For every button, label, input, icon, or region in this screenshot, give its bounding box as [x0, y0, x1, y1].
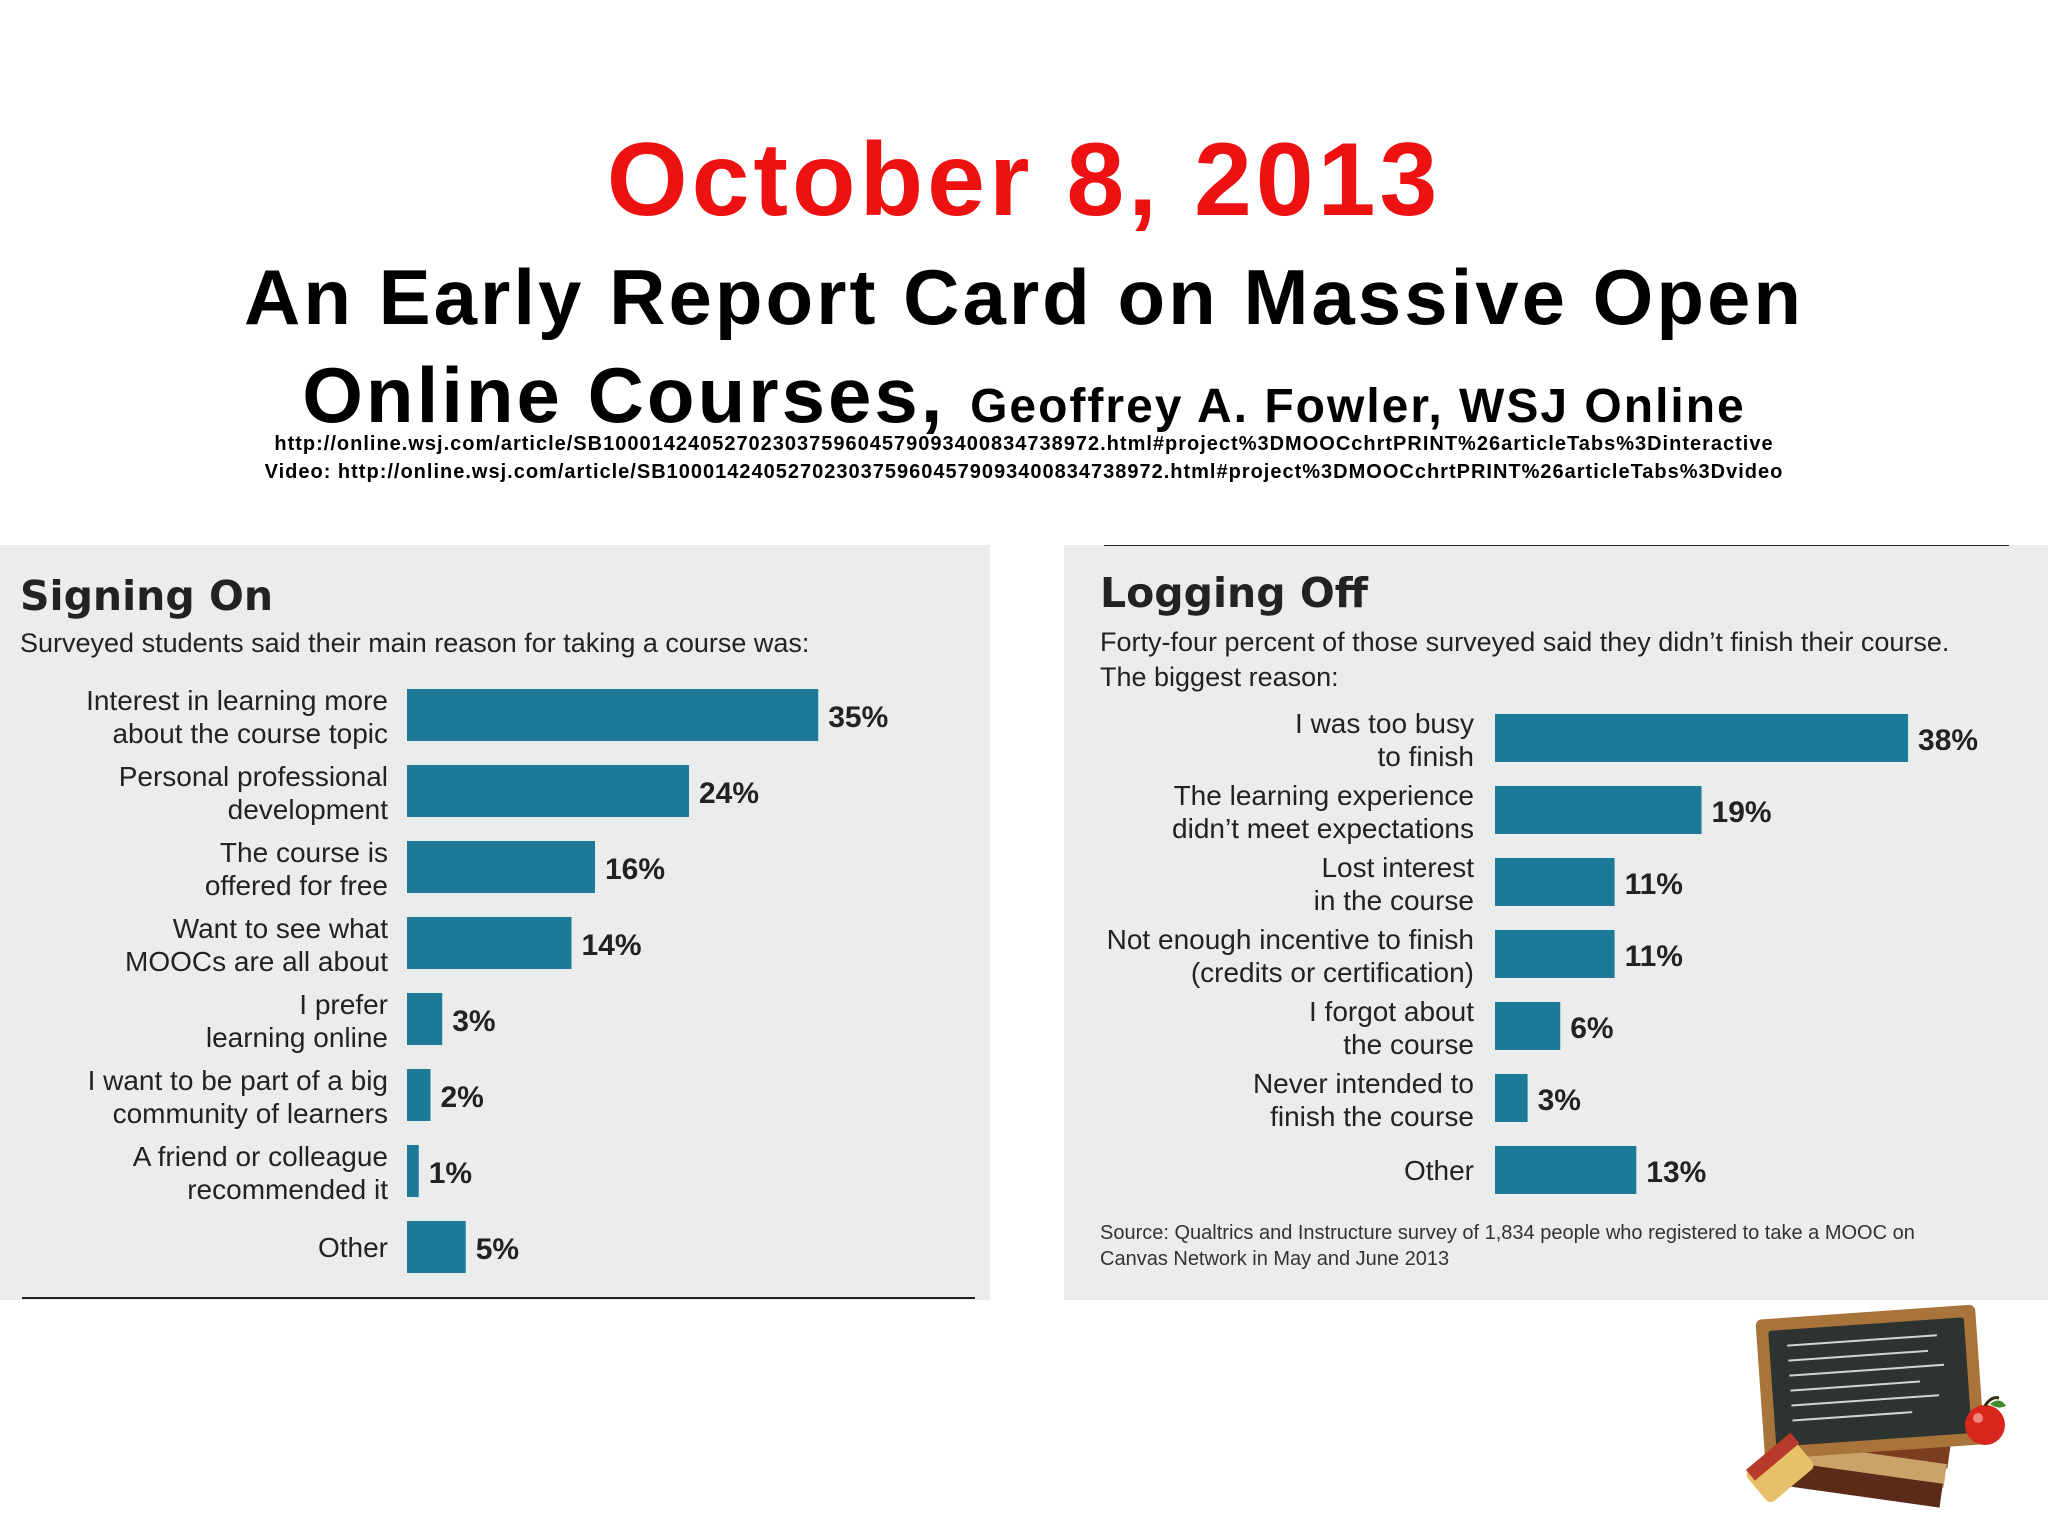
category-label: finish the course [1270, 1101, 1474, 1132]
bar [1495, 786, 1702, 834]
bar [407, 993, 443, 1045]
value-label: 11% [1625, 868, 1683, 901]
signing-on-panel: Signing On Surveyed students said their m… [0, 545, 990, 1300]
category-label: in the course [1314, 885, 1474, 916]
category-label: to finish [1378, 741, 1475, 772]
category-label: Not enough incentive to finish [1107, 924, 1474, 955]
category-label: Other [318, 1232, 388, 1263]
bar [407, 1221, 466, 1273]
category-label: Want to see what [173, 913, 389, 944]
headline-line-1: An Early Report Card on Massive Open [243, 253, 1805, 341]
category-label: I prefer [299, 989, 388, 1020]
bar [407, 917, 572, 969]
logging-off-panel: Logging Off Forty-four percent of those s… [1064, 545, 2048, 1300]
byline: Geoffrey A. Fowler, WSJ Online [970, 380, 1746, 433]
bar [407, 841, 595, 893]
value-label: 14% [582, 929, 642, 962]
value-label: 11% [1625, 940, 1683, 973]
category-label: Other [1404, 1155, 1474, 1186]
date-heading: October 8, 2013 [606, 122, 1442, 238]
chart-subtitle: Forty-four percent of those surveyed sai… [1100, 627, 1949, 657]
bar [1495, 714, 1909, 762]
chart-subtitle: Surveyed students said their main reason… [20, 628, 809, 658]
chalkboard-books-apple-icon [1745, 1304, 2006, 1508]
category-label: MOOCs are all about [125, 946, 388, 977]
chart-title: Logging Off [1100, 569, 1369, 617]
bar [407, 1069, 431, 1121]
category-label: development [228, 794, 389, 825]
value-label: 16% [605, 853, 665, 886]
bar [1495, 858, 1615, 906]
value-label: 19% [1712, 796, 1772, 829]
category-label: The learning experience [1174, 780, 1474, 811]
headline-line-2: Online Courses, [302, 351, 946, 439]
value-label: 13% [1646, 1156, 1706, 1189]
category-label: I was too busy [1295, 708, 1474, 739]
value-label: 5% [476, 1233, 519, 1266]
category-label: learning online [206, 1022, 388, 1053]
chart-title: Signing On [20, 572, 273, 620]
value-label: 3% [452, 1005, 495, 1038]
category-label: about the course topic [112, 718, 388, 749]
bar [407, 1145, 419, 1197]
article-link[interactable]: http://online.wsj.com/article/SB10001424… [274, 433, 1774, 455]
video-link[interactable]: Video: http://online.wsj.com/article/SB1… [264, 461, 1784, 483]
source-note: Canvas Network in May and June 2013 [1100, 1248, 1449, 1270]
value-label: 6% [1570, 1012, 1613, 1045]
value-label: 3% [1538, 1084, 1581, 1117]
logging-off-chart: Logging Off Forty-four percent of those s… [1100, 545, 2009, 1270]
bar [407, 765, 689, 817]
chart-subtitle: The biggest reason: [1100, 662, 1339, 692]
category-label: A friend or colleague [133, 1141, 388, 1172]
bar [1495, 1146, 1637, 1194]
bar [1495, 1074, 1528, 1122]
category-label: Never intended to [1253, 1068, 1474, 1099]
category-label: Interest in learning more [86, 685, 388, 716]
bar [407, 689, 819, 741]
category-label: The course is [220, 837, 388, 868]
category-label: offered for free [205, 870, 388, 901]
page-title: An Early Report Card on Massive Open Onl… [0, 248, 2048, 456]
value-label: 38% [1918, 724, 1978, 757]
category-label: community of learners [113, 1098, 388, 1129]
category-label: didn’t meet expectations [1172, 813, 1474, 844]
bar [1495, 1002, 1561, 1050]
category-label: Lost interest [1321, 852, 1474, 883]
value-label: 2% [441, 1081, 484, 1114]
value-label: 1% [429, 1157, 472, 1190]
category-label: recommended it [187, 1174, 388, 1205]
value-label: 35% [828, 701, 888, 734]
category-label: the course [1343, 1029, 1474, 1060]
bar [1495, 930, 1615, 978]
category-label: I forgot about [1309, 996, 1474, 1027]
signing-on-chart: Signing On Surveyed students said their m… [20, 572, 975, 1299]
category-label: I want to be part of a big [88, 1065, 388, 1096]
category-label: Personal professional [119, 761, 388, 792]
source-note: Source: Qualtrics and Instructure survey… [1100, 1222, 1915, 1244]
category-label: (credits or certification) [1191, 957, 1474, 988]
value-label: 24% [699, 777, 759, 810]
